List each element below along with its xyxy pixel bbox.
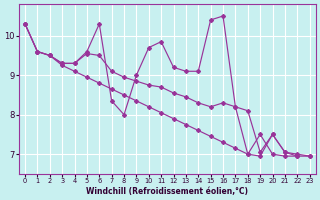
X-axis label: Windchill (Refroidissement éolien,°C): Windchill (Refroidissement éolien,°C) [86, 187, 248, 196]
